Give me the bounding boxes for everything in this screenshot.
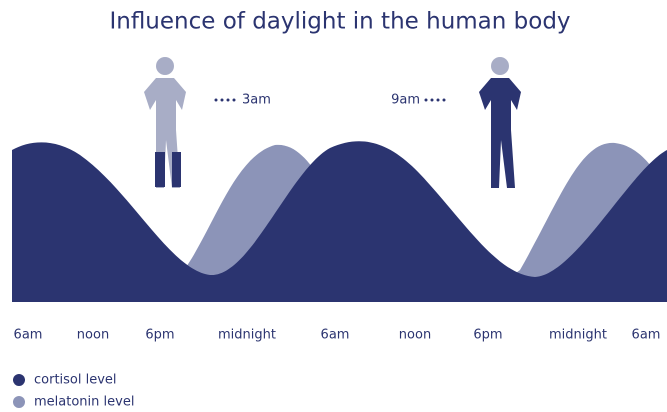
time-label: noon [77, 328, 109, 343]
annotation: 9am [391, 93, 420, 108]
legend-label: cortisol level [34, 373, 117, 388]
legend: cortisol level melatonin level [13, 373, 134, 410]
legend-swatch [13, 374, 25, 386]
time-label: 6pm [473, 328, 502, 343]
legend-swatch [13, 396, 25, 408]
time-label: midnight [218, 328, 276, 343]
figure-dark [479, 57, 521, 188]
time-label: 6am [632, 328, 661, 343]
figure-light [144, 57, 186, 188]
time-label: 6pm [145, 328, 174, 343]
title: Influence of daylight in the human body [109, 9, 570, 35]
time-label: noon [399, 328, 431, 343]
time-label: 6am [14, 328, 43, 343]
infographic: Influence of daylight in the human body … [0, 0, 667, 412]
time-label: midnight [549, 328, 607, 343]
legend-label: melatonin level [34, 395, 134, 410]
time-label: 6am [321, 328, 350, 343]
annotation: 3am [242, 93, 271, 108]
